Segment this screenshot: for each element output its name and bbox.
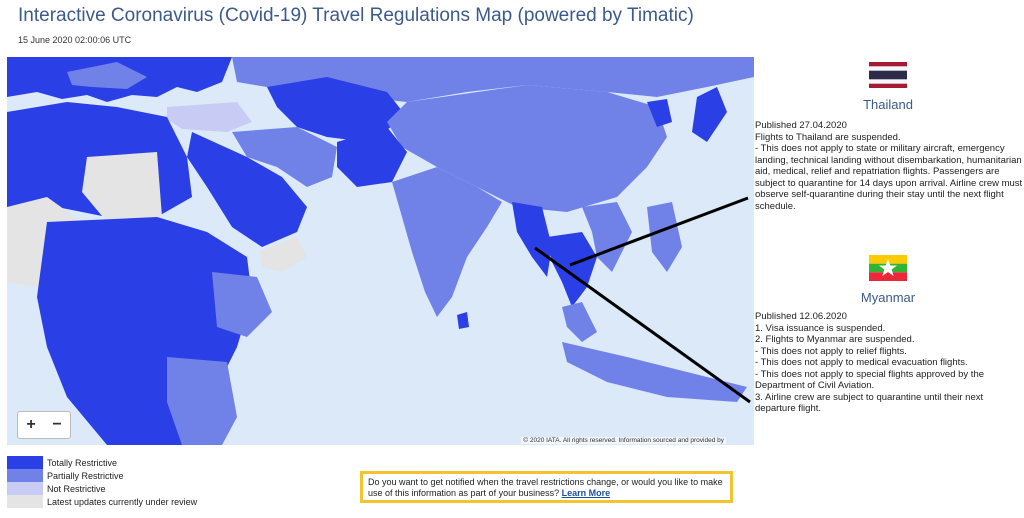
zoom-controls: + − <box>17 411 71 439</box>
region-japan[interactable] <box>692 87 727 142</box>
myanmar-flag-icon <box>869 255 907 281</box>
region-yemen[interactable] <box>259 237 307 272</box>
myanmar-connector <box>534 246 751 404</box>
myanmar-published-date: Published 12.06.2020 <box>755 311 847 322</box>
thailand-country-name: Thailand <box>863 97 913 112</box>
region-arabia[interactable] <box>187 132 307 247</box>
notification-text: Do you want to get notified when the tra… <box>368 477 723 498</box>
map-legend: Totally Restrictive Partially Restrictiv… <box>7 456 197 508</box>
thailand-published-date: Published 27.04.2020 <box>755 120 847 131</box>
legend-swatch-not-restrictive <box>7 482 43 495</box>
myanmar-info-line: 3. Airline crew are subject to quarantin… <box>755 391 984 415</box>
region-libya[interactable] <box>82 152 162 222</box>
page-title: Interactive Coronavirus (Covid-19) Trave… <box>18 5 694 26</box>
travel-regulations-map[interactable]: + − © 2020 IATA. All rights reserved. In… <box>7 57 754 445</box>
legend-label: Totally Restrictive <box>47 457 118 468</box>
thailand-info-panel: Published 27.04.2020 Flights to Thailand… <box>755 120 1023 212</box>
region-vietnam[interactable] <box>582 202 632 272</box>
zoom-in-button[interactable]: + <box>26 416 36 433</box>
myanmar-info-line: - This does not apply to medical evacuat… <box>755 357 968 368</box>
region-malaysia[interactable] <box>562 302 597 342</box>
region-philippines[interactable] <box>647 202 682 272</box>
region-china[interactable] <box>387 85 667 212</box>
thailand-connector <box>569 196 749 267</box>
legend-swatch-totally-restrictive <box>7 456 43 469</box>
legend-item: Latest updates currently under review <box>7 495 197 508</box>
legend-item: Totally Restrictive <box>7 456 197 469</box>
world-map-canvas[interactable] <box>7 57 754 445</box>
region-sri-lanka[interactable] <box>457 312 469 329</box>
thailand-info-line: - This does not apply to state or milita… <box>755 143 1023 212</box>
region-iran[interactable] <box>232 127 337 187</box>
myanmar-info-line: 2. Flights to Myanmar are suspended. <box>755 334 915 345</box>
region-east-africa[interactable] <box>167 357 237 445</box>
notification-box: Do you want to get notified when the tra… <box>360 471 733 503</box>
region-thailand[interactable] <box>547 232 597 307</box>
myanmar-info-line: - This does not apply to special flights… <box>755 368 985 392</box>
legend-item: Not Restrictive <box>7 482 197 495</box>
thailand-flag-icon <box>869 62 907 88</box>
legend-item: Partially Restrictive <box>7 469 197 482</box>
learn-more-link[interactable]: Learn More <box>561 488 611 498</box>
region-india[interactable] <box>392 167 502 317</box>
map-attribution: © 2020 IATA. All rights reserved. Inform… <box>521 437 726 444</box>
myanmar-info-line: 1. Visa issuance is suspended. <box>755 322 886 334</box>
last-updated-timestamp: 15 June 2020 02:00:06 UTC <box>18 35 132 45</box>
region-korea[interactable] <box>647 99 672 127</box>
region-pakistan[interactable] <box>337 127 407 187</box>
region-turkey[interactable] <box>167 102 252 132</box>
legend-label: Partially Restrictive <box>47 470 124 481</box>
region-indonesia[interactable] <box>562 342 747 402</box>
legend-label: Not Restrictive <box>47 483 106 494</box>
legend-label: Latest updates currently under review <box>47 496 198 507</box>
region-ethiopia[interactable] <box>212 272 272 337</box>
region-central-asia[interactable] <box>267 77 407 142</box>
thailand-info-line: Flights to Thailand are suspended. <box>755 131 901 143</box>
zoom-out-button[interactable]: − <box>52 416 62 433</box>
myanmar-info-line: - This does not apply to relief flights. <box>755 345 907 357</box>
region-myanmar[interactable] <box>512 202 552 277</box>
legend-swatch-under-review <box>7 495 43 508</box>
myanmar-country-name: Myanmar <box>860 290 916 305</box>
legend-swatch-partially-restrictive <box>7 469 43 482</box>
region-central-europe[interactable] <box>67 62 147 89</box>
myanmar-info-panel: Published 12.06.2020 1. Visa issuance is… <box>755 311 1023 415</box>
